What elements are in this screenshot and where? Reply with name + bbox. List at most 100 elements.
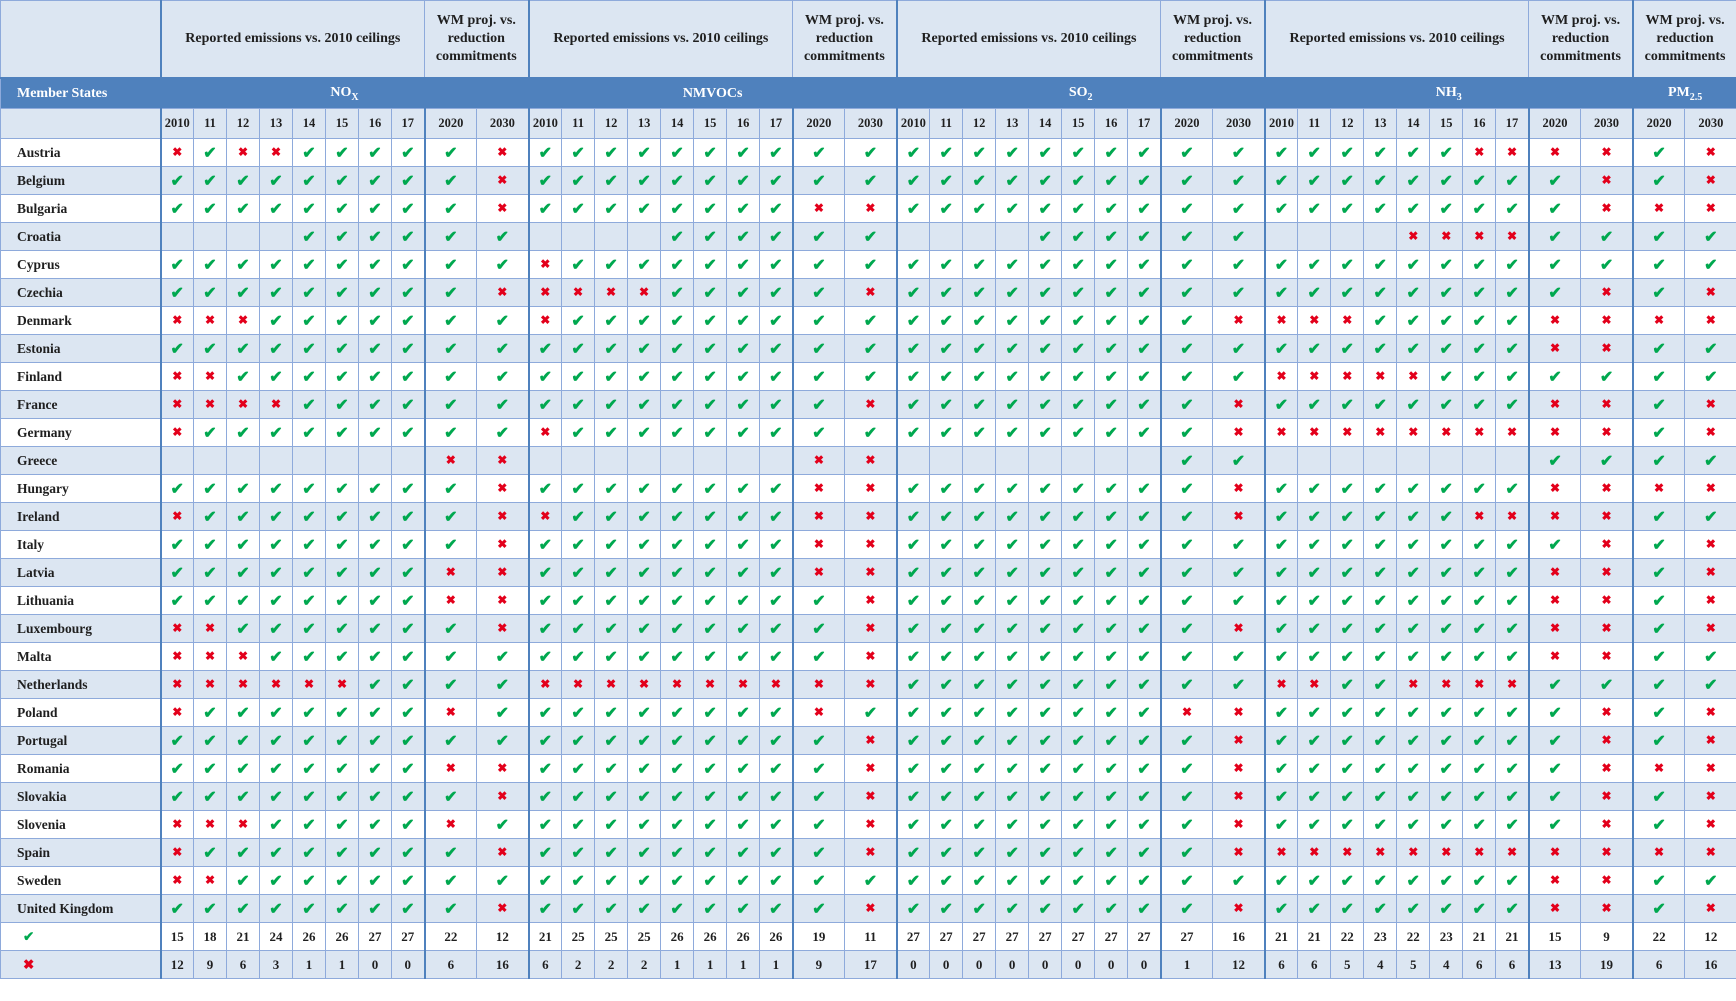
status-cell: ✖ (1396, 670, 1431, 699)
status-cell: ✔ (226, 838, 260, 867)
status-cell: ✖ (1527, 558, 1582, 587)
status-cell: ✖ (159, 810, 194, 839)
status-cell: ✔ (390, 166, 426, 195)
status-cell: ✔ (726, 642, 761, 671)
status-cell: ✔ (325, 726, 359, 755)
empty-cell (325, 446, 359, 475)
status-cell: ✔ (660, 642, 695, 671)
state-name: Germany (0, 418, 161, 447)
status-cell: ✖ (844, 558, 898, 587)
total-count: 27 (1028, 922, 1063, 951)
status-cell: ✔ (1495, 866, 1530, 895)
year-label: 14 (292, 108, 326, 139)
status-cell: ✔ (1462, 586, 1497, 615)
total-count: 27 (390, 922, 426, 951)
status-cell: ✔ (929, 502, 964, 531)
status-cell: ✔ (1061, 502, 1096, 531)
status-cell: ✔ (660, 810, 695, 839)
status-cell: ✔ (259, 474, 293, 503)
status-cell: ✔ (1127, 166, 1162, 195)
status-cell: ✔ (660, 838, 695, 867)
status-cell: ✔ (390, 306, 426, 335)
status-cell: ✔ (1159, 334, 1214, 363)
status-cell: ✔ (1429, 558, 1464, 587)
status-cell: ✔ (259, 278, 293, 307)
status-cell: ✔ (292, 166, 326, 195)
status-cell: ✔ (159, 558, 194, 587)
status-cell: ✔ (1330, 530, 1365, 559)
status-cell: ✔ (726, 838, 761, 867)
status-cell: ✖ (1684, 278, 1736, 307)
total-count: 2 (594, 950, 629, 979)
state-name: Lithuania (0, 586, 161, 615)
status-cell: ✔ (660, 138, 695, 167)
blank-cell (0, 0, 161, 79)
status-cell: ✔ (476, 698, 530, 727)
status-cell: ✔ (1159, 166, 1214, 195)
status-cell: ✔ (1127, 390, 1162, 419)
status-cell: ✔ (358, 166, 392, 195)
status-cell: ✔ (259, 166, 293, 195)
status-cell: ✔ (1127, 222, 1162, 251)
state-row: Netherlands ✖ ✖ ✖ ✖ ✖ ✖ ✔ ✔ ✔ ✔ ✖ ✖ ✖ ✖ ✖ ✖ ✖ ✖ ✖ ✖ ✔ ✔ ✔ ✔ ✔ ✔ ✔ ✔ ✔… (0, 670, 1736, 699)
status-cell: ✔ (1363, 474, 1398, 503)
status-cell: ✔ (1297, 558, 1332, 587)
status-cell: ✔ (325, 362, 359, 391)
status-cell: ✖ (159, 362, 194, 391)
status-cell: ✔ (1094, 726, 1129, 755)
status-cell: ✔ (1429, 754, 1464, 783)
year-label: 17 (1127, 108, 1162, 139)
status-cell: ✔ (1212, 558, 1266, 587)
status-cell: ✔ (1212, 166, 1266, 195)
status-cell: ✖ (1527, 390, 1582, 419)
status-cell: ✖ (1631, 474, 1686, 503)
status-cell: ✔ (1631, 278, 1686, 307)
status-cell: ✔ (1159, 390, 1214, 419)
status-cell: ✔ (1297, 642, 1332, 671)
year-label: 2030 (1684, 108, 1736, 139)
status-cell: ✔ (962, 334, 997, 363)
status-cell: ✖ (1330, 362, 1365, 391)
total-count: 25 (594, 922, 629, 951)
status-cell: ✔ (423, 838, 478, 867)
status-cell: ✖ (527, 418, 563, 447)
total-count: 1 (325, 950, 359, 979)
status-cell: ✔ (527, 642, 563, 671)
status-cell: ✔ (1527, 754, 1582, 783)
status-cell: ✔ (561, 586, 596, 615)
status-cell: ✖ (1396, 362, 1431, 391)
status-cell: ✔ (1297, 810, 1332, 839)
total-count: 0 (929, 950, 964, 979)
status-cell: ✔ (476, 866, 530, 895)
state-name: Czechia (0, 278, 161, 307)
status-cell: ✔ (1212, 670, 1266, 699)
total-count: 21 (226, 922, 260, 951)
status-cell: ✔ (1212, 530, 1266, 559)
status-cell: ✔ (1396, 306, 1431, 335)
status-cell: ✔ (1297, 698, 1332, 727)
empty-cell (527, 222, 563, 251)
status-cell: ✔ (929, 614, 964, 643)
status-cell: ✔ (1495, 698, 1530, 727)
status-cell: ✔ (325, 754, 359, 783)
status-cell: ✔ (561, 250, 596, 279)
status-cell: ✔ (390, 418, 426, 447)
status-cell: ✔ (1495, 614, 1530, 643)
status-cell: ✔ (1263, 754, 1299, 783)
status-cell: ✔ (791, 642, 846, 671)
status-cell: ✔ (292, 698, 326, 727)
state-row: United Kingdom ✔ ✔ ✔ ✔ ✔ ✔ ✔ ✔ ✔ ✖ ✔ ✔ ✔ ✔ ✔ ✔ ✔ ✔ ✔ ✖ ✔ ✔ ✔ ✔ ✔ ✔… (0, 894, 1736, 923)
status-cell: ✖ (527, 670, 563, 699)
status-cell: ✔ (726, 222, 761, 251)
status-cell: ✔ (1429, 586, 1464, 615)
status-cell: ✔ (1363, 754, 1398, 783)
status-cell: ✔ (1297, 390, 1332, 419)
status-cell: ✔ (1094, 306, 1129, 335)
status-cell: ✔ (358, 222, 392, 251)
total-count: 2 (627, 950, 662, 979)
status-cell: ✔ (995, 894, 1030, 923)
state-row: Denmark ✖ ✖ ✖ ✔ ✔ ✔ ✔ ✔ ✔ ✔ ✖ ✔ ✔ ✔ ✔ ✔ ✔ ✔ ✔ ✔ ✔ ✔ ✔ ✔ ✔ ✔ ✔ ✔ ✔ ✖ ✖ ✖ ✖… (0, 306, 1736, 335)
status-cell: ✖ (1580, 894, 1634, 923)
total-count: 12 (1684, 922, 1736, 951)
status-cell: ✔ (561, 894, 596, 923)
